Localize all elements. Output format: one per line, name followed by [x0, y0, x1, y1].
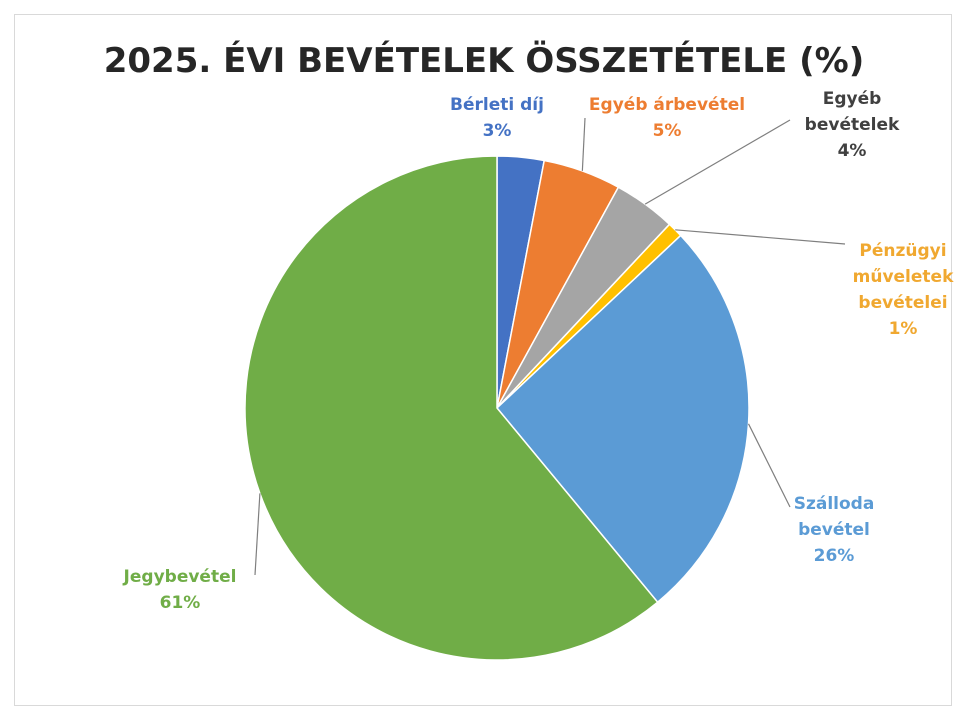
value-label: 4% [837, 141, 867, 161]
category-label: Egyéb bevételek [804, 89, 900, 135]
leader-line [254, 493, 261, 576]
category-label: Bérleti díj [450, 95, 544, 115]
chart-title: 2025. ÉVI BEVÉTELEK ÖSSZETÉTELE (%) [104, 40, 865, 81]
data-label: Jegybevétel 61% [105, 564, 255, 616]
pie-slice [495, 234, 750, 604]
data-label: Bérleti díj 3% [417, 92, 577, 144]
value-label: 1% [888, 319, 918, 339]
leader-line [581, 117, 586, 171]
data-label: Egyéb bevételek 4% [792, 86, 912, 164]
category-label: Jegybevétel [123, 567, 237, 587]
data-label: Egyéb árbevétel 5% [577, 92, 757, 144]
data-label: Pénzügyi műveletek bevételei 1% [843, 238, 963, 342]
value-label: 61% [159, 593, 201, 613]
chart-frame [14, 14, 952, 706]
category-label: Szálloda bevétel [793, 494, 875, 540]
value-label: 5% [652, 121, 682, 141]
category-label: Pénzügyi műveletek bevételei [852, 241, 954, 313]
value-label: 26% [813, 546, 855, 566]
category-label: Egyéb árbevétel [588, 95, 746, 115]
leader-line [747, 423, 791, 508]
data-label: Szálloda bevétel 26% [779, 491, 889, 569]
leader-line [644, 119, 791, 205]
leader-line [675, 229, 846, 245]
value-label: 3% [482, 121, 512, 141]
